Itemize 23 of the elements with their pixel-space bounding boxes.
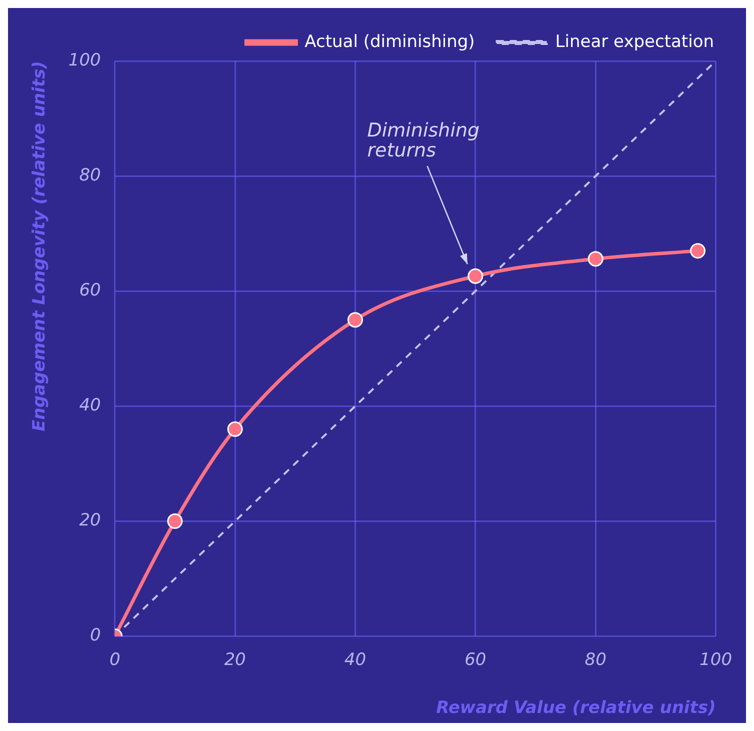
x-tick-label: 40 [344,650,366,670]
legend-label: Actual (diminishing) [304,32,475,52]
x-tick-label: 20 [224,650,246,670]
point [588,251,604,267]
y-tick-label: 40 [79,396,101,416]
legend-label: Linear expectation [555,32,714,52]
point [167,513,183,529]
x-axis-title: Reward Value (relative units) [436,698,716,718]
point [347,312,363,328]
x-tick-label: 100 [700,650,732,670]
y-axis-title: Engagement Longevity (relative units) [30,61,50,432]
y-tick-label: 60 [79,280,101,300]
x-tick-label: 0 [109,650,120,670]
x-tick-label: 60 [464,650,486,670]
y-tick-label: 100 [68,50,101,70]
point [468,268,484,284]
y-tick-label: 0 [90,626,101,646]
x-tick-label: 80 [584,650,606,670]
y-tick-label: 20 [79,510,101,531]
point [227,421,243,437]
point [690,243,706,259]
annotation: Diminishing returns [367,119,480,162]
y-tick-label: 80 [79,165,101,186]
